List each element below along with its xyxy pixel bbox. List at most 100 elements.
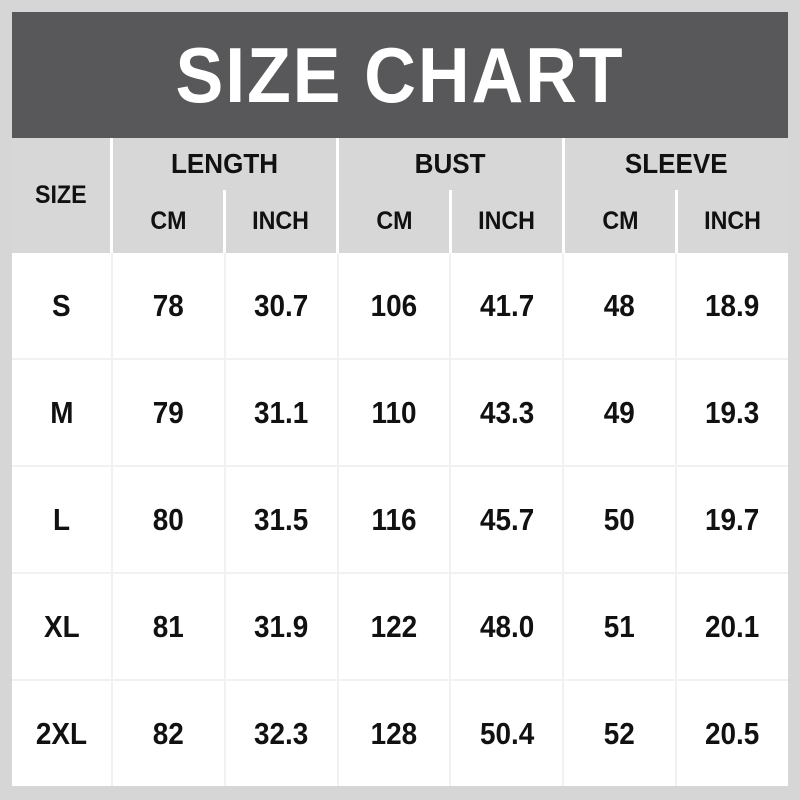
header-unit-length-cm: CM xyxy=(113,190,226,253)
cell-length-cm: 82 xyxy=(113,681,226,786)
header-groups: LENGTH BUST SLEEVE CM INCH CM xyxy=(113,138,788,253)
cell-bust-inch: 50.4 xyxy=(451,681,565,786)
cell-bust-inch: 45.7 xyxy=(451,467,565,572)
cell-value: 30.7 xyxy=(254,287,309,323)
cell-bust-inch: 48.0 xyxy=(451,574,565,679)
cell-size: L xyxy=(12,467,113,572)
header-unit-length-inch: INCH xyxy=(226,190,339,253)
table-row: L 80 31.5 116 45.7 50 19.7 xyxy=(12,467,788,574)
row-values: 79 31.1 110 43.3 49 19.3 xyxy=(113,360,788,465)
cell-size: S xyxy=(12,253,113,358)
cell-bust-inch: 41.7 xyxy=(451,253,565,358)
cell-length-cm: 81 xyxy=(113,574,226,679)
cell-length-inch: 31.5 xyxy=(226,467,339,572)
header-group-label: SLEEVE xyxy=(625,148,728,179)
header-unit-label: CM xyxy=(149,207,187,235)
cell-value: 20.1 xyxy=(705,608,760,644)
cell-value: 52 xyxy=(604,715,636,751)
cell-value: 122 xyxy=(370,608,418,644)
cell-value: 41.7 xyxy=(479,287,535,323)
cell-value: 82 xyxy=(152,715,184,751)
header-label-size: SIZE xyxy=(35,181,87,209)
header-unit-row: CM INCH CM INCH CM INCH xyxy=(113,190,788,253)
cell-sleeve-inch: 19.3 xyxy=(677,360,788,465)
header-unit-bust-cm: CM xyxy=(339,190,452,253)
header-unit-label: INCH xyxy=(704,207,762,235)
cell-length-inch: 31.9 xyxy=(226,574,339,679)
cell-value: M xyxy=(49,394,74,430)
cell-size: 2XL xyxy=(12,681,113,786)
cell-sleeve-cm: 48 xyxy=(564,253,678,358)
table-header: SIZE LENGTH BUST SLEEVE CM INCH xyxy=(12,138,788,253)
cell-value: 45.7 xyxy=(479,501,535,537)
row-values: 78 30.7 106 41.7 48 18.9 xyxy=(113,253,788,358)
cell-bust-cm: 116 xyxy=(339,467,452,572)
cell-value: 2XL xyxy=(35,715,88,751)
cell-bust-cm: 128 xyxy=(339,681,452,786)
header-unit-bust-inch: INCH xyxy=(452,190,565,253)
table-row: 2XL 82 32.3 128 50.4 52 20.5 xyxy=(12,681,788,786)
cell-value: 80 xyxy=(152,501,184,537)
header-group-label: LENGTH xyxy=(170,148,279,179)
cell-value: L xyxy=(52,501,71,537)
table-row: XL 81 31.9 122 48.0 51 20.1 xyxy=(12,574,788,681)
header-unit-sleeve-inch: INCH xyxy=(678,190,788,253)
header-group-bust: BUST xyxy=(339,138,565,190)
cell-bust-cm: 110 xyxy=(339,360,452,465)
cell-value: 116 xyxy=(371,501,417,537)
cell-sleeve-inch: 19.7 xyxy=(677,467,788,572)
table-body: S 78 30.7 106 41.7 48 18.9 M 79 31.1 110… xyxy=(12,253,788,786)
table-row: S 78 30.7 106 41.7 48 18.9 xyxy=(12,253,788,360)
cell-value: 50 xyxy=(604,501,636,537)
header-cell-size: SIZE xyxy=(12,138,113,253)
header-group-row: LENGTH BUST SLEEVE xyxy=(113,138,788,190)
cell-value: 79 xyxy=(152,394,184,430)
cell-value: 31.9 xyxy=(254,608,309,644)
size-chart-card: SIZE CHART SIZE LENGTH BUST SLEEVE CM xyxy=(12,12,788,786)
cell-value: 51 xyxy=(604,608,636,644)
cell-length-cm: 80 xyxy=(113,467,226,572)
cell-sleeve-cm: 50 xyxy=(564,467,678,572)
cell-sleeve-cm: 51 xyxy=(564,574,678,679)
cell-length-cm: 79 xyxy=(113,360,226,465)
cell-value: 31.5 xyxy=(254,501,309,537)
header-unit-label: CM xyxy=(375,207,413,235)
cell-size: M xyxy=(12,360,113,465)
cell-value: 18.9 xyxy=(705,287,760,323)
cell-value: 19.7 xyxy=(705,501,760,537)
cell-value: 49 xyxy=(604,394,636,430)
cell-value: XL xyxy=(43,608,80,644)
header-unit-label: INCH xyxy=(478,207,536,235)
cell-value: 19.3 xyxy=(705,394,760,430)
cell-value: 43.3 xyxy=(479,394,535,430)
row-values: 82 32.3 128 50.4 52 20.5 xyxy=(113,681,788,786)
cell-sleeve-inch: 18.9 xyxy=(677,253,788,358)
cell-size: XL xyxy=(12,574,113,679)
cell-length-inch: 32.3 xyxy=(226,681,339,786)
cell-sleeve-inch: 20.5 xyxy=(677,681,788,786)
cell-sleeve-cm: 52 xyxy=(564,681,678,786)
row-values: 81 31.9 122 48.0 51 20.1 xyxy=(113,574,788,679)
header-unit-label: INCH xyxy=(252,207,310,235)
cell-value: 31.1 xyxy=(254,394,309,430)
cell-value: 78 xyxy=(152,287,184,323)
cell-value: 110 xyxy=(371,394,417,430)
header-group-label: BUST xyxy=(415,148,486,179)
title-bar: SIZE CHART xyxy=(12,12,788,138)
header-group-length: LENGTH xyxy=(113,138,339,190)
cell-value: 20.5 xyxy=(705,715,760,751)
cell-value: 32.3 xyxy=(254,715,309,751)
table-row: M 79 31.1 110 43.3 49 19.3 xyxy=(12,360,788,467)
cell-length-inch: 31.1 xyxy=(226,360,339,465)
cell-sleeve-cm: 49 xyxy=(564,360,678,465)
cell-length-cm: 78 xyxy=(113,253,226,358)
cell-length-inch: 30.7 xyxy=(226,253,339,358)
cell-value: S xyxy=(52,287,71,323)
row-values: 80 31.5 116 45.7 50 19.7 xyxy=(113,467,788,572)
cell-bust-cm: 122 xyxy=(339,574,452,679)
header-unit-sleeve-cm: CM xyxy=(565,190,678,253)
cell-value: 48 xyxy=(604,287,636,323)
cell-value: 48.0 xyxy=(479,608,535,644)
cell-value: 50.4 xyxy=(479,715,535,751)
cell-bust-cm: 106 xyxy=(339,253,452,358)
